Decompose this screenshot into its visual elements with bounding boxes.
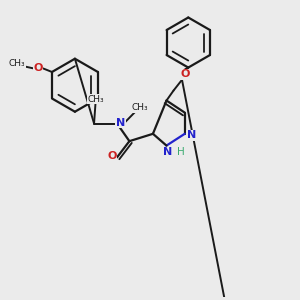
Text: H: H [177,147,184,157]
Text: N: N [187,130,196,140]
Text: O: O [180,69,189,79]
Text: N: N [163,147,172,157]
Text: CH₃: CH₃ [9,59,26,68]
Text: O: O [107,151,116,161]
Text: CH₃: CH₃ [87,95,104,104]
Text: N: N [116,118,125,128]
Text: O: O [33,63,43,74]
Text: CH₃: CH₃ [132,103,148,112]
